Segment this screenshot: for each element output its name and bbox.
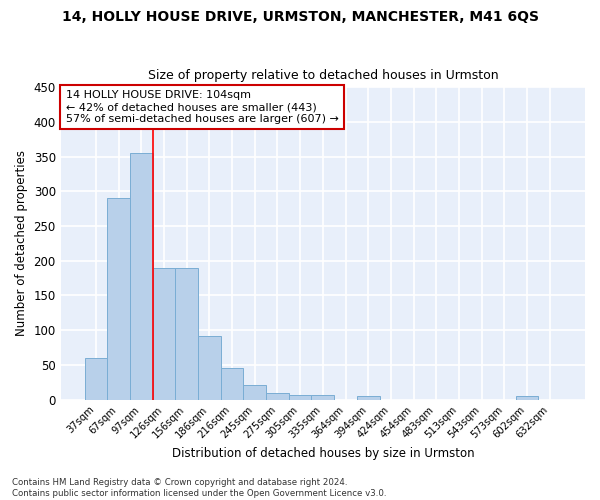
Text: Contains HM Land Registry data © Crown copyright and database right 2024.
Contai: Contains HM Land Registry data © Crown c… bbox=[12, 478, 386, 498]
Bar bbox=[221, 368, 244, 400]
Bar bbox=[244, 385, 266, 400]
Bar bbox=[311, 396, 334, 400]
Bar bbox=[357, 396, 380, 400]
Bar bbox=[85, 358, 107, 400]
Title: Size of property relative to detached houses in Urmston: Size of property relative to detached ho… bbox=[148, 69, 498, 82]
Y-axis label: Number of detached properties: Number of detached properties bbox=[15, 150, 28, 336]
Bar bbox=[198, 336, 221, 400]
Bar bbox=[516, 396, 538, 400]
Bar bbox=[175, 268, 198, 400]
Bar bbox=[289, 396, 311, 400]
Bar bbox=[266, 394, 289, 400]
Bar bbox=[107, 198, 130, 400]
X-axis label: Distribution of detached houses by size in Urmston: Distribution of detached houses by size … bbox=[172, 447, 474, 460]
Text: 14, HOLLY HOUSE DRIVE, URMSTON, MANCHESTER, M41 6QS: 14, HOLLY HOUSE DRIVE, URMSTON, MANCHEST… bbox=[62, 10, 539, 24]
Bar bbox=[130, 154, 152, 400]
Bar bbox=[152, 268, 175, 400]
Text: 14 HOLLY HOUSE DRIVE: 104sqm
← 42% of detached houses are smaller (443)
57% of s: 14 HOLLY HOUSE DRIVE: 104sqm ← 42% of de… bbox=[66, 90, 339, 124]
